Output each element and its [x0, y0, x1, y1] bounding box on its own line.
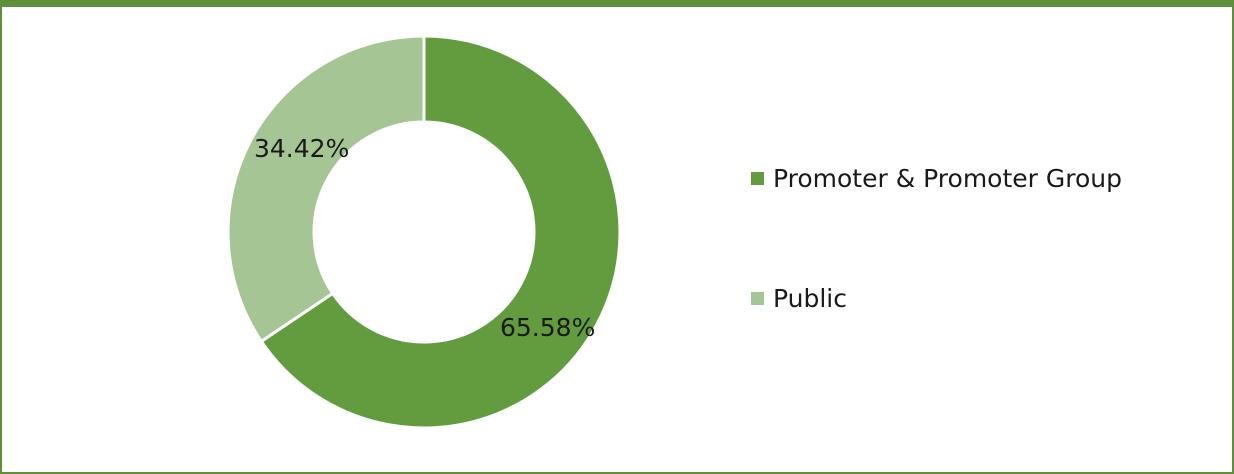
legend-item-promoter: Promoter & Promoter Group — [751, 164, 1122, 193]
slice-public — [226, 34, 426, 344]
legend-swatch-public — [751, 292, 764, 305]
data-label-public: 34.42% — [254, 134, 349, 163]
legend-swatch-promoter — [751, 172, 764, 185]
donut-slices — [226, 34, 622, 430]
data-label-promoter: 65.58% — [500, 313, 595, 342]
legend: Promoter & Promoter Group Public — [751, 164, 1122, 313]
legend-label-public: Public — [773, 284, 847, 313]
legend-item-public: Public — [751, 284, 847, 313]
data-labels: 65.58% 34.42% — [254, 134, 595, 342]
slice-promoter — [259, 34, 622, 430]
donut-chart: 65.58% 34.42% Promoter & Promoter Group … — [226, 34, 1122, 430]
legend-label-promoter: Promoter & Promoter Group — [773, 164, 1122, 193]
